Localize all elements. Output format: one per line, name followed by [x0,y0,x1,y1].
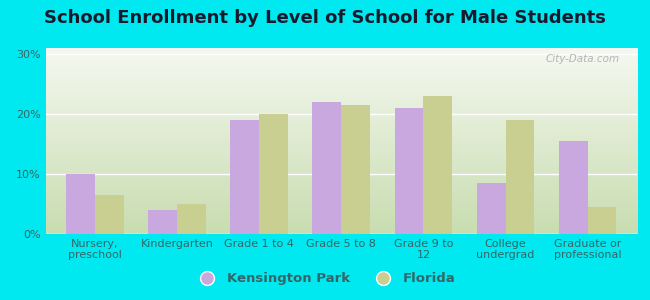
Bar [148,210,177,234]
Bar [230,120,259,234]
Legend: Kensington Park, Florida: Kensington Park, Florida [189,267,461,290]
Bar [341,105,370,234]
Bar [177,204,205,234]
Bar [259,114,288,234]
Text: City-Data.com: City-Data.com [545,54,619,64]
Bar [313,102,341,234]
Bar [506,120,534,234]
Bar [395,108,423,234]
Bar [588,207,616,234]
Bar [559,141,588,234]
Text: School Enrollment by Level of School for Male Students: School Enrollment by Level of School for… [44,9,606,27]
Bar [66,174,95,234]
Bar [423,96,452,234]
Bar [95,195,124,234]
Bar [477,183,506,234]
